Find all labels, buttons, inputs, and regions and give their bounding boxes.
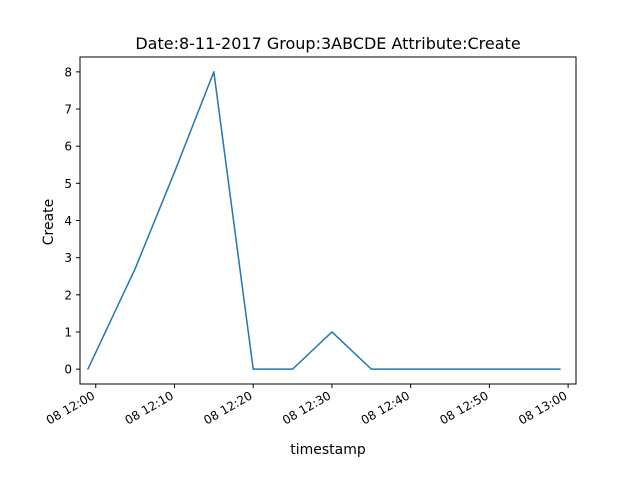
y-tick-label: 4 (64, 214, 72, 228)
y-tick-label: 2 (64, 288, 72, 302)
data-point (528, 368, 530, 370)
y-tick-label: 6 (64, 140, 72, 154)
data-point (331, 331, 333, 333)
y-tick-label: 5 (64, 177, 72, 191)
data-point (213, 71, 215, 73)
data-point (291, 368, 294, 370)
data-point (488, 368, 490, 370)
y-tick-label: 3 (64, 251, 72, 265)
y-tick-label: 1 (64, 325, 72, 339)
data-point (252, 368, 254, 370)
y-axis-ticks: 0 1 2 3 4 5 6 7 8 (64, 65, 80, 377)
data-point (173, 171, 176, 173)
data-point (134, 268, 136, 270)
data-point (449, 368, 451, 370)
plot-frame (79, 56, 577, 385)
plot-area (87, 71, 561, 370)
y-tick-label: 0 (64, 363, 72, 377)
chart-title: Date:8-11-2017 Group:3ABCDE Attribute:Cr… (135, 34, 520, 53)
y-axis-label: Create (41, 199, 57, 246)
data-point (87, 368, 89, 370)
y-tick-label: 8 (64, 65, 72, 79)
data-point (559, 368, 561, 370)
data-point (370, 368, 372, 370)
data-point (410, 368, 412, 370)
x-axis-label: timestamp (290, 442, 366, 458)
y-tick-label: 7 (64, 103, 72, 117)
